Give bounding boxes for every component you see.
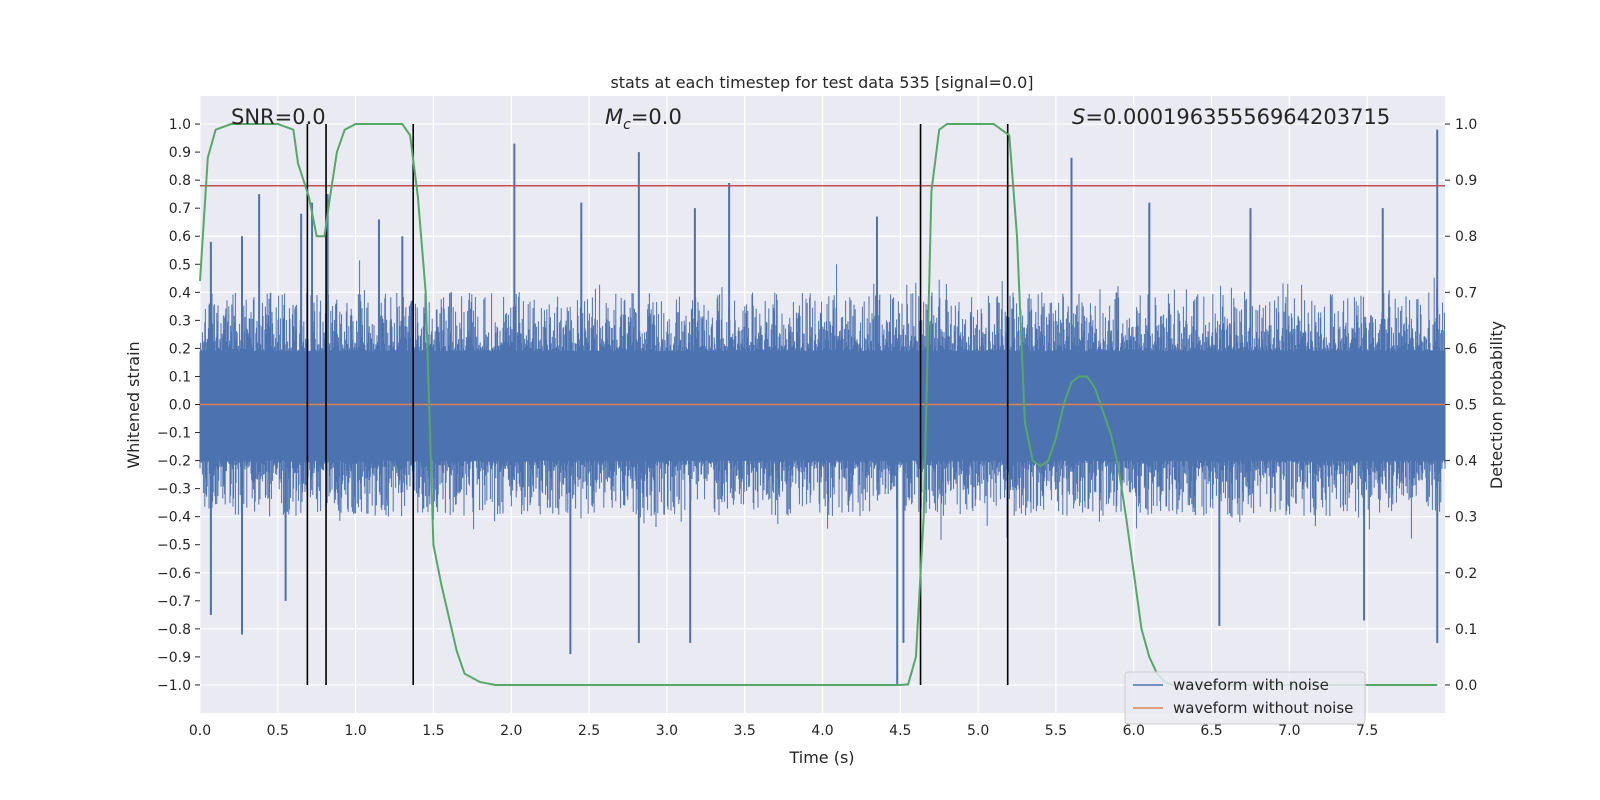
left-axis-ticks: 1.0 0.9 0.8 0.7 0.6 0.5 0.4 0.3 0.2 0.1 0.0 −0.1 −0.… — [157, 117, 200, 694]
y-tick-label: 0.3 — [169, 313, 191, 329]
y-tick-label: −0.2 — [157, 454, 191, 470]
legend-label-clean: waveform without noise — [1173, 699, 1353, 717]
y-tick-label: −0.5 — [157, 538, 191, 554]
chirp-mass-symbol: M — [605, 105, 623, 129]
y2-axis-label: Detection probability — [1487, 321, 1506, 489]
right-axis-ticks: 1.0 0.9 0.8 0.7 0.6 0.5 0.4 0.3 0.2 0.1 0.0 — [1445, 117, 1477, 694]
y-axis-label: Whitened strain — [124, 341, 143, 468]
y2-tick-label: 0.4 — [1455, 454, 1477, 470]
x-tick-label: 5.0 — [967, 723, 989, 739]
y2-tick-label: 1.0 — [1455, 117, 1477, 133]
y2-tick-label: 0.0 — [1455, 678, 1477, 694]
y2-tick-label: 0.1 — [1455, 622, 1477, 638]
x-tick-label: 2.0 — [500, 723, 522, 739]
x-tick-label: 4.5 — [889, 723, 911, 739]
chirp-mass-annotation: Mc=0.0 — [605, 105, 682, 133]
x-tick-label: 7.5 — [1356, 723, 1378, 739]
y-tick-label: −0.1 — [157, 426, 191, 442]
y-tick-label: 1.0 — [169, 117, 191, 133]
y-tick-label: 0.6 — [169, 229, 191, 245]
significance-value: =0.00019635556964203715 — [1085, 105, 1390, 129]
x-tick-label: 3.0 — [656, 723, 678, 739]
probability-series — [199, 123, 1438, 686]
y2-tick-label: 0.3 — [1455, 510, 1477, 526]
x-tick-label: 3.5 — [734, 723, 756, 739]
y-tick-label: 0.8 — [169, 173, 191, 189]
y-tick-label: −0.9 — [157, 650, 191, 666]
legend-box — [1124, 671, 1366, 725]
y-tick-label: −0.3 — [157, 482, 191, 498]
x-tick-label: 4.0 — [811, 723, 833, 739]
x-tick-label: 6.5 — [1200, 723, 1222, 739]
overlay-lines — [200, 124, 1445, 685]
legend: waveform with noise waveform without noi… — [1124, 671, 1366, 725]
detection-probability-line — [199, 123, 1438, 686]
x-tick-label: 1.5 — [422, 723, 444, 739]
legend-label-noise: waveform with noise — [1173, 676, 1329, 694]
x-tick-label: 6.0 — [1123, 723, 1145, 739]
x-tick-label: 0.5 — [267, 723, 289, 739]
y2-tick-label: 0.6 — [1455, 341, 1477, 357]
y-tick-label: −1.0 — [157, 678, 191, 694]
y2-tick-label: 0.7 — [1455, 285, 1477, 301]
y-tick-label: 0.5 — [169, 257, 191, 273]
y-tick-label: −0.4 — [157, 510, 191, 526]
y-tick-label: 0.2 — [169, 341, 191, 357]
y-tick-label: −0.7 — [157, 594, 191, 610]
x-tick-label: 0.0 — [189, 723, 211, 739]
x-axis-ticks: 0.0 0.5 1.0 1.5 2.0 2.5 3.0 3.5 4.0 4.5 5.0 5.5 6.0 6… — [189, 723, 1378, 739]
significance-symbol: S — [1072, 105, 1085, 129]
y-tick-label: 0.0 — [169, 398, 191, 414]
noise-waveform-series — [199, 129, 1446, 685]
snr-annotation: SNR=0.0 — [231, 105, 326, 129]
y2-tick-label: 0.9 — [1455, 173, 1477, 189]
y-tick-label: −0.6 — [157, 566, 191, 582]
x-tick-label: 1.0 — [344, 723, 366, 739]
y2-tick-label: 0.2 — [1455, 566, 1477, 582]
y-tick-label: 0.4 — [169, 285, 191, 301]
y-tick-label: 0.9 — [169, 145, 191, 161]
x-axis-label: Time (s) — [788, 748, 854, 767]
x-tick-label: 5.5 — [1045, 723, 1067, 739]
chirp-mass-subscript: c — [623, 117, 631, 133]
y-tick-label: 0.1 — [169, 369, 191, 385]
significance-annotation: S=0.00019635556964203715 — [1072, 105, 1390, 129]
y-tick-label: −0.8 — [157, 622, 191, 638]
x-tick-label: 7.0 — [1278, 723, 1300, 739]
y2-tick-label: 0.8 — [1455, 229, 1477, 245]
y-tick-label: 0.7 — [169, 201, 191, 217]
x-tick-label: 2.5 — [578, 723, 600, 739]
y2-tick-label: 0.5 — [1455, 398, 1477, 414]
chirp-mass-value: =0.0 — [631, 105, 682, 129]
chart-title: stats at each timestep for test data 535… — [610, 73, 1033, 92]
noise-dense-band — [200, 351, 1445, 461]
